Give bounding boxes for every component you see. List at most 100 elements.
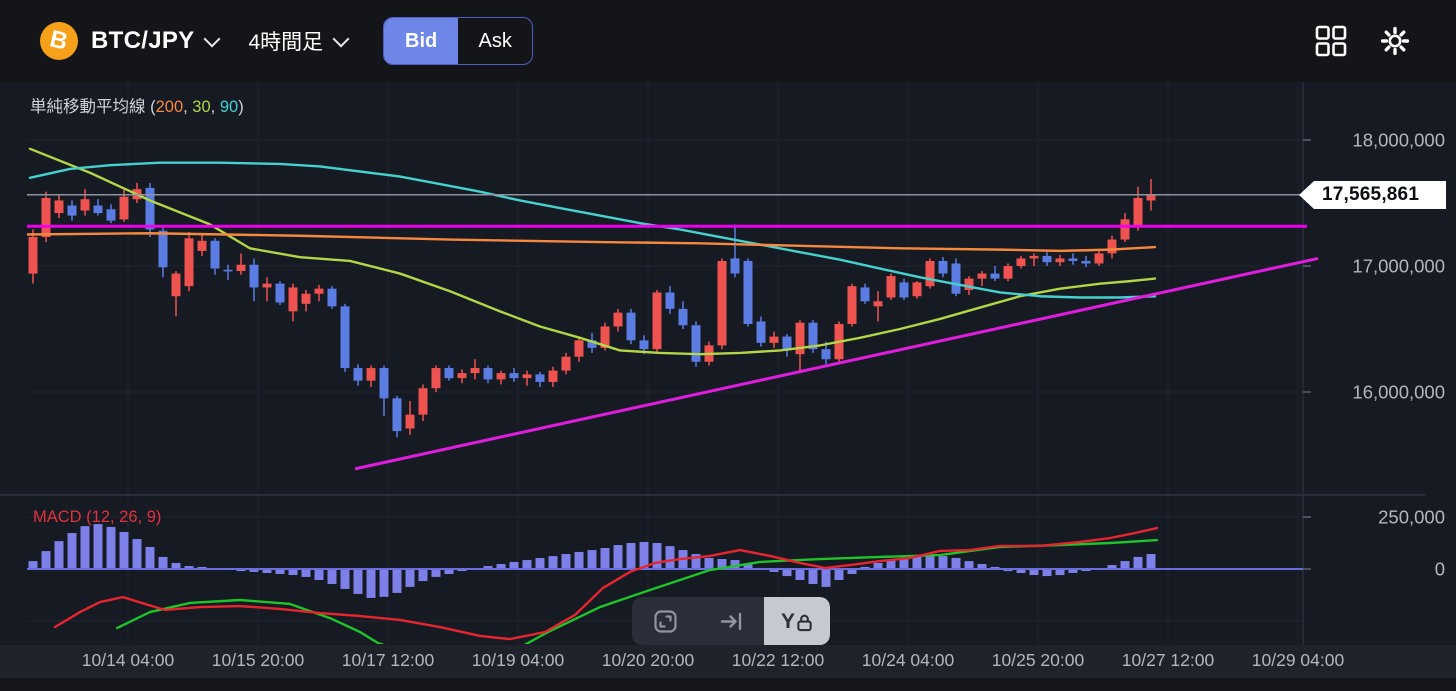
macd-bar xyxy=(613,545,623,569)
bid-button[interactable]: Bid xyxy=(384,18,459,64)
top-bar: B BTC/JPY 4時間足 Bid Ask xyxy=(0,0,1456,82)
time-axis-label: 10/29 04:00 xyxy=(1252,650,1345,670)
time-axis-label: 10/24 04:00 xyxy=(862,650,955,670)
chart-background xyxy=(0,82,1456,645)
chevron-down-icon xyxy=(332,30,350,47)
trendline[interactable] xyxy=(354,256,1319,471)
candle-down xyxy=(93,205,103,214)
time-axis-strip xyxy=(0,645,1456,678)
chart-plot-area[interactable] xyxy=(27,82,1303,645)
candle-down xyxy=(730,258,740,274)
macd-bar xyxy=(67,533,77,569)
sma-legend-part: ) xyxy=(238,98,244,116)
chart-toolbar: Y xyxy=(632,597,830,645)
macd-bar xyxy=(626,543,636,569)
macd-bar xyxy=(834,569,844,581)
settings-button[interactable] xyxy=(1378,24,1412,58)
macd-bar xyxy=(535,557,545,569)
sma-legend-part: , xyxy=(210,98,220,116)
macd-bar xyxy=(743,564,753,569)
macd-pane xyxy=(27,524,1303,644)
macd-bar xyxy=(444,569,454,574)
macd-bar xyxy=(639,541,649,569)
macd-axis-label: 250,000 xyxy=(1378,507,1445,528)
gear-icon xyxy=(1380,26,1410,56)
sma-indicator-label[interactable]: 単純移動平均線 (200, 30, 90) xyxy=(30,93,244,117)
candle-down xyxy=(249,264,259,288)
candle-up xyxy=(184,238,194,287)
macd-bar xyxy=(600,547,610,569)
candle-down xyxy=(535,374,545,382)
macd-bar xyxy=(886,560,896,569)
macd-bar xyxy=(28,561,38,569)
macd-signal-line xyxy=(115,538,1159,644)
macd-bar xyxy=(405,569,415,587)
current-price-value: 17,565,861 xyxy=(1322,184,1420,205)
macd-bar xyxy=(652,543,662,569)
candle-up xyxy=(1146,194,1156,201)
candle-up xyxy=(496,373,506,380)
layout-grid-button[interactable] xyxy=(1314,24,1348,58)
macd-bar xyxy=(587,550,597,569)
pair-selector[interactable]: BTC/JPY xyxy=(91,27,221,55)
y-axis-lock-button[interactable]: Y xyxy=(764,597,830,645)
price-axis[interactable]: 18,000,000 17,000,000 16,000,000 250,000 0 xyxy=(1303,82,1456,645)
time-axis-label: 10/25 20:00 xyxy=(992,650,1085,670)
bid-ask-toggle: Bid Ask xyxy=(383,17,534,65)
macd-bar xyxy=(262,569,272,573)
candle-up xyxy=(28,237,38,274)
candle-up xyxy=(366,368,376,381)
macd-bar xyxy=(275,569,285,574)
candle-up xyxy=(873,301,883,307)
macd-bar xyxy=(1055,569,1065,576)
macd-bar xyxy=(873,562,883,569)
candle-up xyxy=(769,336,779,343)
macd-bar xyxy=(769,569,779,572)
time-axis-label: 10/27 12:00 xyxy=(1122,650,1215,670)
candle-up xyxy=(171,273,181,297)
macd-bar xyxy=(171,562,181,569)
candle-up xyxy=(1094,253,1104,264)
macd-bar xyxy=(782,569,792,577)
candle-up xyxy=(236,264,246,272)
macd-bar xyxy=(847,569,857,574)
macd-bar xyxy=(1133,556,1143,569)
candle-down xyxy=(67,205,77,216)
candle-down xyxy=(210,240,220,269)
macd-bar xyxy=(197,566,207,569)
macd-bar xyxy=(340,569,350,589)
sma-200-line xyxy=(27,232,1157,253)
price-pane xyxy=(27,147,1157,438)
macd-bar xyxy=(288,569,298,576)
candle-down xyxy=(444,368,454,379)
candle-up xyxy=(119,196,129,220)
time-axis-label: 10/19 04:00 xyxy=(472,650,565,670)
time-axis[interactable]: 10/14 04:00 10/15 20:00 10/17 12:00 10/19 0… xyxy=(0,645,1456,691)
macd-histogram xyxy=(28,524,1156,598)
candle-up xyxy=(1016,258,1026,266)
macd-bar xyxy=(925,555,935,569)
timeframe-selector[interactable]: 4時間足 xyxy=(218,26,350,56)
macd-bar xyxy=(93,524,103,569)
macd-indicator-label[interactable]: MACD (12, 26, 9) xyxy=(33,508,162,526)
timeframe-label: 4時間足 xyxy=(248,31,324,54)
macd-bar xyxy=(431,569,441,577)
scroll-to-latest-button[interactable] xyxy=(698,597,764,645)
fit-chart-button[interactable] xyxy=(632,597,698,645)
time-axis-label: 10/22 12:00 xyxy=(732,650,825,670)
candle-up xyxy=(314,288,324,294)
candle-up xyxy=(847,286,857,324)
macd-axis-label: 0 xyxy=(1435,559,1445,580)
macd-bar xyxy=(236,569,246,572)
ask-button[interactable]: Ask xyxy=(458,18,532,64)
macd-bar xyxy=(106,526,116,569)
macd-bar xyxy=(964,561,974,569)
macd-bar xyxy=(119,531,129,569)
macd-bar xyxy=(808,569,818,584)
macd-bar xyxy=(990,566,1000,569)
candle-up xyxy=(561,356,571,371)
instrument-controls: B BTC/JPY 4時間足 Bid Ask xyxy=(0,17,534,65)
candle-down xyxy=(587,340,597,348)
candle-up xyxy=(1133,197,1143,226)
macd-bar xyxy=(327,569,337,584)
